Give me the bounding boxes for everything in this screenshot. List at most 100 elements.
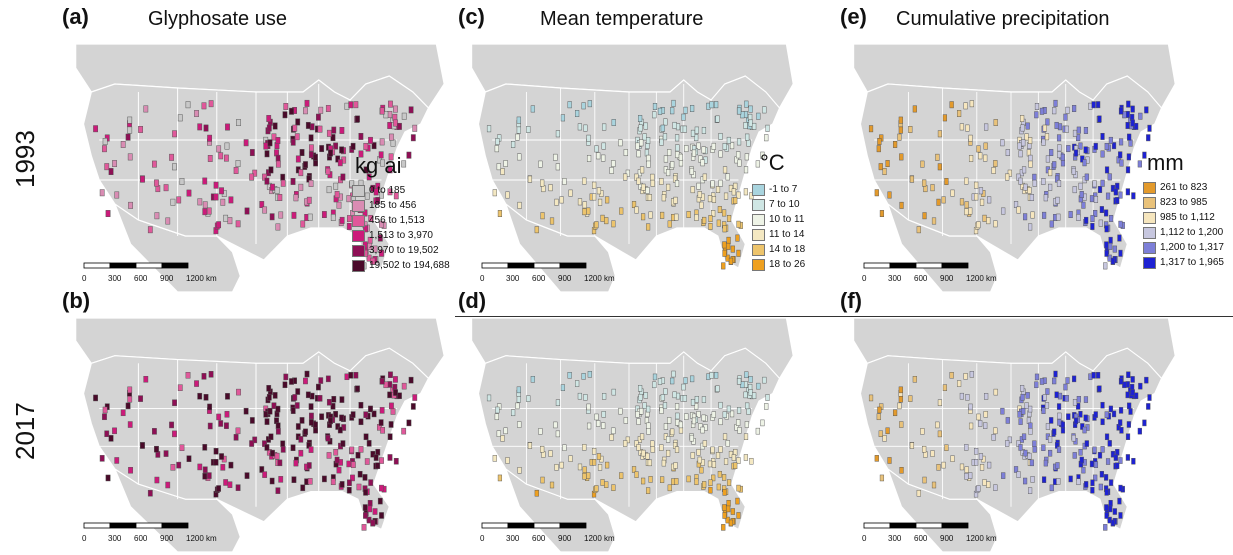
site-marker <box>765 124 770 132</box>
site-marker <box>319 145 325 153</box>
site-marker <box>1115 462 1120 469</box>
site-marker <box>660 211 665 219</box>
scale-tick-label: 600 <box>532 274 546 283</box>
site-marker <box>264 418 270 425</box>
panel-label-c: (c) <box>458 4 485 29</box>
site-marker <box>885 427 890 435</box>
site-marker <box>623 440 628 447</box>
site-marker <box>380 159 385 167</box>
site-marker <box>249 417 255 424</box>
legend-swatch <box>752 213 765 226</box>
legend-swatch <box>1143 226 1156 239</box>
panel-title-e: Cumulative precipitation <box>896 8 1110 30</box>
site-marker <box>379 512 384 519</box>
scale-tick-label: 0 <box>82 534 87 543</box>
site-marker <box>1137 160 1142 168</box>
site-marker <box>1122 381 1127 389</box>
site-marker <box>1044 133 1050 141</box>
site-marker <box>319 413 325 420</box>
site-marker <box>690 105 695 112</box>
site-marker <box>486 394 492 402</box>
site-marker <box>269 477 275 485</box>
site-marker <box>1100 179 1105 187</box>
site-marker <box>1000 139 1005 147</box>
site-marker <box>304 99 310 107</box>
site-marker <box>1063 383 1068 391</box>
site-marker <box>325 105 331 112</box>
site-marker <box>277 194 283 201</box>
legend-item: 1,317 to 1,965 <box>1143 255 1224 270</box>
site-marker <box>1100 132 1105 140</box>
site-marker <box>942 384 948 391</box>
site-marker <box>964 177 969 185</box>
site-marker <box>1083 146 1088 154</box>
site-marker <box>370 519 376 527</box>
site-marker <box>1071 167 1076 175</box>
site-marker <box>722 433 728 441</box>
scale-segment <box>863 522 891 529</box>
site-marker <box>749 457 754 465</box>
site-marker <box>581 102 586 110</box>
site-marker <box>950 189 955 197</box>
legend-item: 7 to 10 <box>752 197 805 212</box>
site-marker <box>280 179 286 187</box>
site-marker <box>611 220 616 228</box>
site-marker <box>597 198 603 206</box>
site-marker <box>264 444 270 451</box>
site-marker <box>575 380 580 387</box>
site-marker <box>1104 209 1109 217</box>
site-marker <box>331 126 337 134</box>
site-marker <box>373 188 379 196</box>
map-d <box>471 318 794 552</box>
site-marker <box>899 153 904 161</box>
site-marker <box>370 450 376 458</box>
site-marker <box>648 476 653 483</box>
site-marker <box>1098 483 1103 491</box>
site-marker <box>663 155 669 163</box>
site-marker <box>601 422 606 429</box>
site-marker <box>760 419 765 427</box>
site-marker <box>555 130 561 138</box>
site-marker <box>235 427 241 435</box>
site-marker <box>1048 436 1053 443</box>
site-marker <box>1007 436 1012 444</box>
site-marker <box>1084 216 1089 224</box>
site-marker <box>1127 133 1132 141</box>
site-marker <box>108 168 114 176</box>
site-marker <box>267 139 273 147</box>
site-marker <box>102 406 108 414</box>
site-marker <box>586 207 591 215</box>
site-marker <box>154 179 159 187</box>
site-marker <box>387 188 393 196</box>
site-marker <box>340 173 346 181</box>
site-marker <box>112 160 117 167</box>
legend-title-glyph: kg ai <box>355 153 402 178</box>
site-marker <box>334 191 340 198</box>
site-marker <box>99 189 105 197</box>
site-marker <box>280 440 286 448</box>
site-marker <box>976 221 981 229</box>
site-marker <box>290 178 296 185</box>
site-marker <box>737 377 742 385</box>
site-marker <box>282 381 288 389</box>
legend-item: 3,970 to 19,502 <box>352 243 450 258</box>
site-marker <box>736 249 741 257</box>
site-marker <box>333 411 338 418</box>
site-marker <box>1068 211 1073 219</box>
site-marker <box>643 122 648 130</box>
site-marker <box>1001 207 1006 215</box>
site-marker <box>711 474 716 482</box>
site-marker <box>207 134 213 142</box>
site-marker <box>643 392 648 399</box>
site-marker <box>526 126 531 133</box>
site-marker <box>325 434 331 442</box>
site-marker <box>993 160 998 168</box>
site-marker <box>666 169 671 177</box>
panel-label-e: (e) <box>840 4 867 29</box>
site-marker <box>684 145 689 153</box>
site-marker <box>1013 466 1019 473</box>
site-marker <box>987 196 992 204</box>
site-marker <box>931 481 937 489</box>
site-marker <box>270 449 275 457</box>
site-marker <box>540 179 545 187</box>
